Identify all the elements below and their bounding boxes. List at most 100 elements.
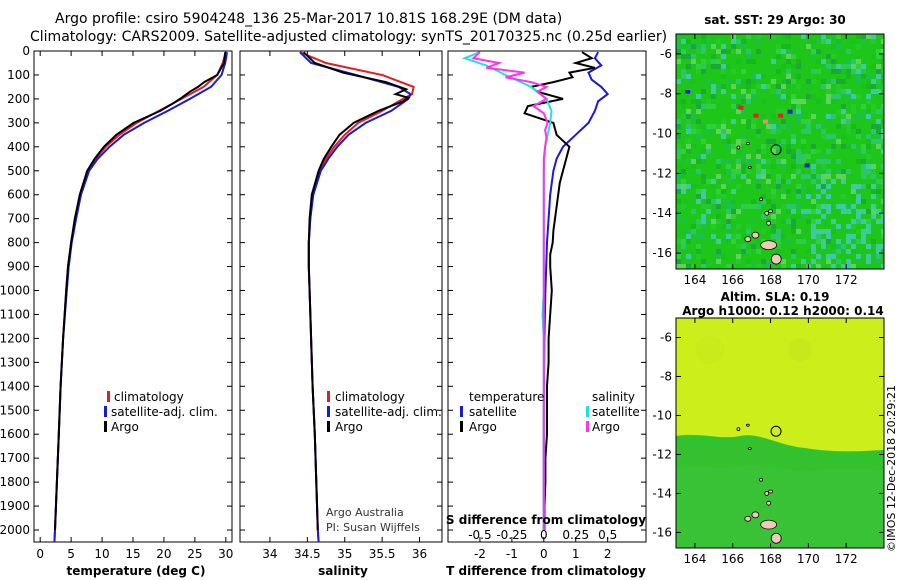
sst-cell (761, 174, 766, 179)
sst-cell (721, 224, 726, 229)
sst-cell (711, 224, 716, 229)
sst-cell (696, 119, 701, 124)
sst-cell (816, 254, 821, 259)
depth-tick-label: 2000 (0, 523, 30, 537)
title-line-2: Climatology: CARS2009. Satellite-adjuste… (30, 29, 668, 45)
sst-cell (836, 239, 841, 244)
depth-tick-label: 1700 (0, 451, 30, 465)
sst-cell (706, 59, 711, 64)
sst-cell (701, 64, 706, 69)
sst-cell (731, 119, 736, 124)
sst-cell (811, 224, 816, 229)
sst-cell (876, 139, 881, 144)
sst-cell (861, 69, 866, 74)
sst-cell (776, 109, 781, 114)
sst-cell (721, 64, 726, 69)
sst-cell (851, 264, 856, 269)
sst-cell (676, 124, 681, 129)
sst-cell (836, 169, 841, 174)
sst-cell (686, 144, 691, 149)
sst-cell (841, 209, 846, 214)
sst-cell (841, 144, 846, 149)
sst-cell (741, 234, 746, 239)
sst-cell (881, 264, 884, 269)
sst-cell (816, 239, 821, 244)
sst-cell (826, 94, 831, 99)
sst-cell (686, 114, 691, 119)
sst-cell (831, 229, 836, 234)
sst-cell (881, 39, 884, 44)
sst-cell (711, 234, 716, 239)
sst-cell (746, 169, 751, 174)
sst-cell (801, 159, 806, 164)
sst-cell (796, 229, 801, 234)
sst-cell (796, 264, 801, 269)
sst-cell (866, 229, 871, 234)
sal-legend-climatology-swatch (327, 391, 330, 402)
sst-cell (726, 139, 731, 144)
sst-cell (791, 174, 796, 179)
map-lat-label: -8 (660, 87, 672, 101)
sst-cell (826, 194, 831, 199)
sst-cell (841, 64, 846, 69)
island (759, 197, 763, 202)
sst-cell (736, 49, 741, 54)
sst-cell (706, 99, 711, 104)
sst-cell (876, 64, 881, 69)
sst-cell (701, 154, 706, 159)
sst-cell (831, 94, 836, 99)
sst-cell (811, 244, 816, 249)
sst-cell (876, 254, 881, 259)
sst-cell (786, 49, 791, 54)
sst-cell (831, 144, 836, 149)
sst-cell (746, 154, 751, 159)
sst-cell (741, 99, 746, 104)
sst-cell (701, 49, 706, 54)
sst-cell (876, 79, 881, 84)
sst-cell (791, 64, 796, 69)
sst-cell (856, 239, 861, 244)
sst-cell (736, 209, 741, 214)
sst-cell (816, 184, 821, 189)
sst-cell (786, 34, 791, 39)
sst-cell (806, 174, 811, 179)
sst-cell (836, 79, 841, 84)
sst-cell (696, 104, 701, 109)
sst-cell (791, 204, 796, 209)
sst-cell (861, 84, 866, 89)
sst-cell (811, 249, 816, 254)
sst-cell (736, 139, 741, 144)
sst-cell (866, 144, 871, 149)
sst-cell (746, 249, 751, 254)
sst-cell (811, 219, 816, 224)
sst-cell (731, 69, 736, 74)
sst-cell (811, 54, 816, 59)
series-line-difference-profile-temperature-satellite (542, 51, 610, 530)
sst-cell (766, 174, 771, 179)
sst-cell (771, 89, 776, 94)
sst-cell (741, 139, 746, 144)
series-line-temperature-profile-argo (54, 52, 227, 531)
sst-cell (776, 264, 781, 269)
sst-cell (861, 164, 866, 169)
sst-cell (821, 214, 826, 219)
sst-cell (746, 99, 751, 104)
sst-cell (686, 64, 691, 69)
sst-cell (681, 54, 686, 59)
sst-cell (866, 254, 871, 259)
sst-cell (746, 159, 751, 164)
sst-cell (676, 214, 681, 219)
sst-cell (871, 214, 876, 219)
sst-cell (686, 254, 691, 259)
sst-cell (696, 134, 701, 139)
sst-cell (861, 209, 866, 214)
sst-cell (706, 199, 711, 204)
sst-cell (871, 39, 876, 44)
sst-cell (791, 164, 796, 169)
sst-cell (741, 84, 746, 89)
sst-cell (811, 114, 816, 119)
depth-tick-label: 1600 (0, 427, 30, 441)
sst-cell (676, 99, 681, 104)
sst-cell (776, 244, 781, 249)
